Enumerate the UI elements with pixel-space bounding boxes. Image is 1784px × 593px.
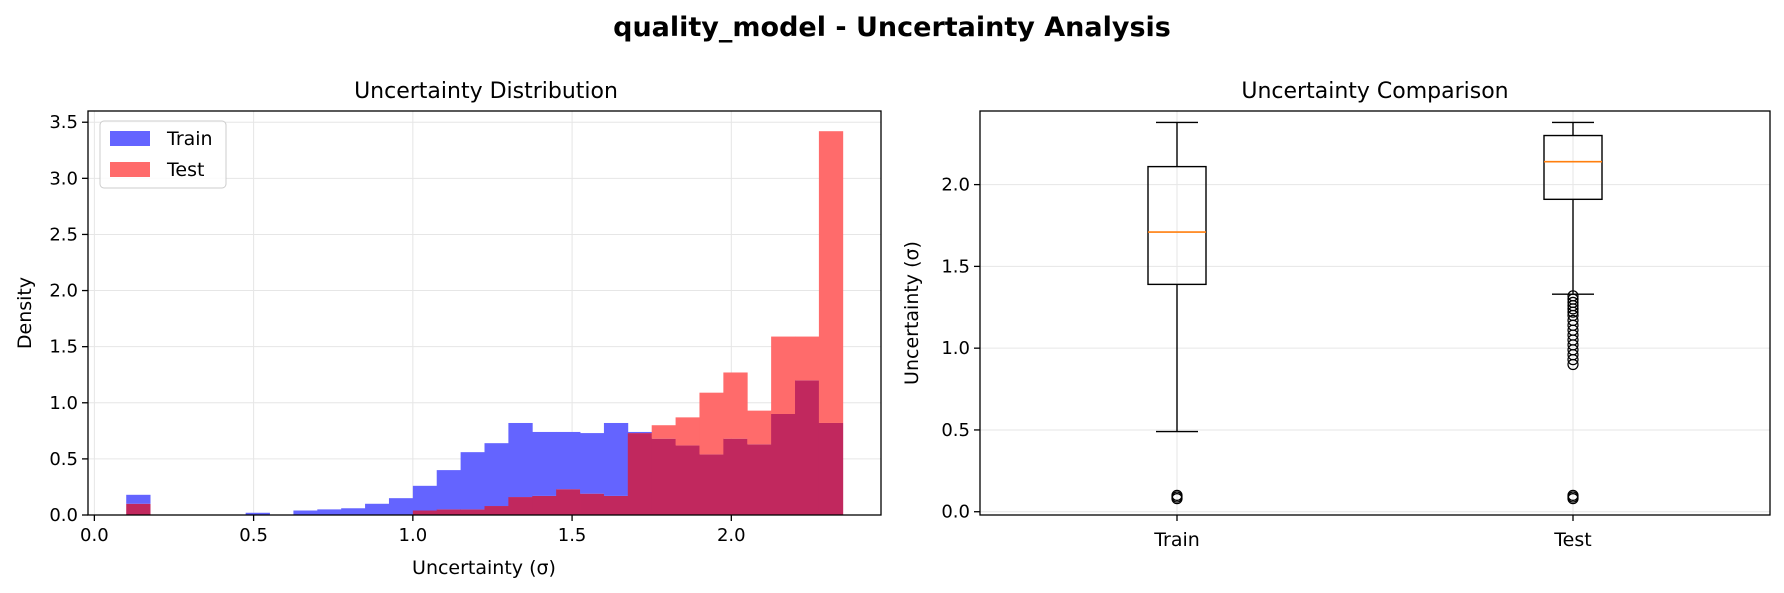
outlier-point xyxy=(1567,293,1579,305)
bar-train xyxy=(126,494,151,504)
bar-train xyxy=(508,422,533,498)
y-tick-label: 2.0 xyxy=(941,175,970,196)
y-tick-label: 0.5 xyxy=(941,420,970,441)
bar-test xyxy=(675,417,700,446)
outlier-point xyxy=(1567,290,1579,302)
x-tick-label: 0.0 xyxy=(80,525,109,546)
bar-train xyxy=(627,431,653,434)
bar-overlap xyxy=(556,489,581,515)
y-tick-label: 0.0 xyxy=(941,502,970,523)
bar-overlap xyxy=(412,510,438,515)
bar-train xyxy=(341,508,366,515)
y-tick-label: 1.5 xyxy=(941,256,970,277)
histogram-ticks: 0.0 0.5 1.0 1.5 2.0 0.0 0.5 1.0 1.5 2.0 2.5 3.0 3.5 xyxy=(49,112,745,546)
y-tick-label: 1.0 xyxy=(49,393,78,414)
y-tick-label: 2.0 xyxy=(49,281,78,302)
outlier-point xyxy=(1171,489,1183,501)
bar-test xyxy=(771,336,796,414)
bar-overlap xyxy=(508,497,533,515)
bar-train xyxy=(460,452,485,510)
bar-overlap xyxy=(795,380,820,515)
bar-overlap xyxy=(532,495,557,515)
y-tick-label: 3.0 xyxy=(49,168,78,189)
outlier-point xyxy=(1567,489,1579,501)
bar-train xyxy=(365,503,390,515)
bar-test xyxy=(747,410,772,445)
bar-train xyxy=(556,431,581,490)
bar-train xyxy=(412,485,438,511)
bar-overlap xyxy=(699,454,724,515)
boxplot-boxes xyxy=(1147,121,1603,505)
bar-overlap xyxy=(460,509,485,515)
boxplot-title: Uncertainty Comparison xyxy=(1241,79,1508,104)
histogram-xlabel: Uncertainty (σ) xyxy=(412,557,556,579)
bar-overlap xyxy=(126,503,151,515)
bar-overlap xyxy=(675,445,700,515)
legend-swatch-train xyxy=(110,131,150,146)
legend-label-train: Train xyxy=(166,128,213,150)
histogram-title: Uncertainty Distribution xyxy=(354,79,618,104)
figure-title: quality_model - Uncertainty Analysis xyxy=(613,12,1171,43)
box-iqr xyxy=(1147,165,1207,286)
bar-overlap xyxy=(723,438,748,515)
box-test xyxy=(1543,121,1603,505)
bar-train xyxy=(436,470,462,510)
histogram-frame xyxy=(87,110,882,516)
bar-train xyxy=(245,512,270,515)
x-tick-label: Test xyxy=(1553,529,1591,551)
y-tick-label: 3.5 xyxy=(49,112,78,133)
histogram-ylabel: Density xyxy=(14,277,36,349)
bar-train xyxy=(580,433,605,494)
bar-train xyxy=(388,498,414,515)
x-tick-label: 0.5 xyxy=(239,525,268,546)
histogram-legend: Train Test xyxy=(99,120,227,189)
x-tick-label: Train xyxy=(1153,529,1200,551)
y-tick-label: 0.5 xyxy=(49,449,78,470)
bar-overlap xyxy=(747,444,772,515)
boxplot-chart: Uncertainty Comparison 0.0 0.5 1.0 1.5 2.0 Tr… xyxy=(901,79,1771,551)
x-tick-label: 2.0 xyxy=(717,525,746,546)
y-tick-label: 1.0 xyxy=(941,338,970,359)
y-tick-label: 1.5 xyxy=(49,337,78,358)
bar-overlap xyxy=(603,495,629,515)
bar-overlap xyxy=(436,509,462,515)
y-tick-label: 2.5 xyxy=(49,224,78,245)
histogram-chart: Uncertainty Distribution 0.0 0.5 1.0 1.5 2.0… xyxy=(14,79,882,579)
bar-train xyxy=(532,431,557,496)
bar-test xyxy=(723,372,748,439)
boxplot-frame xyxy=(979,110,1771,516)
bar-train xyxy=(293,510,318,515)
box-train xyxy=(1147,121,1207,505)
y-tick-label: 0.0 xyxy=(49,505,78,526)
boxplot-grid xyxy=(980,111,1770,515)
box-iqr xyxy=(1543,134,1603,201)
outlier-point xyxy=(1567,314,1579,326)
bar-overlap xyxy=(580,493,605,515)
bar-overlap xyxy=(818,422,844,515)
x-tick-label: 1.5 xyxy=(558,525,587,546)
boxplot-ticks: 0.0 0.5 1.0 1.5 2.0 Train Test xyxy=(941,175,1591,551)
bar-overlap xyxy=(484,506,509,515)
bar-test xyxy=(651,425,676,439)
bar-train xyxy=(317,509,342,515)
bar-test xyxy=(818,131,844,423)
boxplot-ylabel: Uncertainty (σ) xyxy=(901,241,923,385)
outlier-point xyxy=(1567,296,1579,308)
bar-train xyxy=(603,422,629,496)
bar-overlap xyxy=(627,433,653,515)
bar-test xyxy=(795,336,820,381)
legend-label-test: Test xyxy=(166,159,204,181)
x-tick-label: 1.0 xyxy=(399,525,428,546)
bar-overlap xyxy=(771,414,796,515)
legend-swatch-test xyxy=(110,162,150,177)
histogram-bars xyxy=(126,131,844,515)
bar-train xyxy=(484,443,509,507)
bar-overlap xyxy=(651,438,676,515)
bar-test xyxy=(699,392,724,455)
